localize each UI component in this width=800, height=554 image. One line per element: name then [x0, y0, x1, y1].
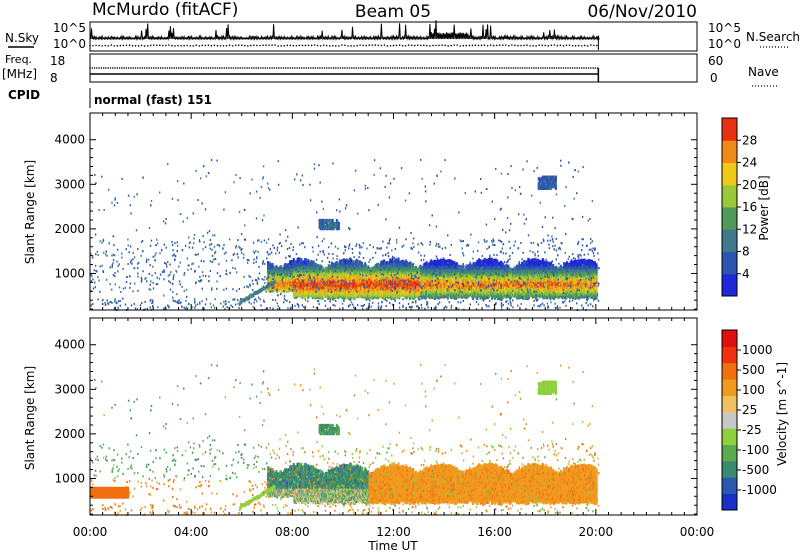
heatmap-cell — [391, 257, 394, 262]
heatmap-cell — [386, 261, 389, 266]
heatmap-cell — [409, 261, 412, 266]
cpid-value: normal (fast) 151 — [94, 93, 212, 107]
power-heatmap — [90, 158, 600, 312]
heatmap-cell — [292, 258, 295, 263]
nave-label: Nave — [748, 65, 779, 79]
heatmap-cell — [405, 294, 408, 300]
heatmap-cell — [312, 260, 315, 265]
beam-title: Beam 05 — [355, 2, 431, 22]
nsky-tick-bottom: 10^0 — [53, 37, 86, 51]
heatmap-cell — [459, 265, 462, 270]
heatmap-cell — [415, 265, 417, 271]
heatmap-cell — [449, 259, 452, 264]
freq-label: Freq. — [5, 53, 32, 66]
heatmap-cell — [443, 258, 446, 263]
freq-tick-bottom: 8 — [50, 71, 58, 85]
heatmap-cell — [361, 262, 364, 267]
heatmap-cell — [412, 263, 414, 269]
heatmap-cell — [358, 260, 361, 265]
heatmap-cell — [397, 257, 400, 262]
nsky-label: N.Sky — [5, 31, 39, 45]
heatmap-cell — [389, 258, 392, 264]
heatmap-cell — [368, 267, 371, 272]
date-title: 06/Nov/2010 — [587, 2, 697, 22]
heatmap-cell — [364, 264, 367, 269]
heatmap-cell — [430, 259, 433, 264]
nsearch-tick-bottom: 10^0 — [708, 37, 741, 51]
nave-tick-top: 60 — [708, 54, 723, 68]
heatmap-cell — [456, 262, 458, 267]
station-title: McMurdo (fitACF) — [92, 0, 238, 20]
heatmap-cell — [462, 266, 464, 271]
heatmap-cell — [405, 260, 408, 266]
heatmap-cell — [453, 261, 456, 266]
nsky-trace — [89, 20, 600, 50]
freq-tick-top: 18 — [50, 54, 65, 68]
heatmap-cell — [362, 265, 365, 270]
nsearch-label: N.Search — [746, 30, 800, 44]
heatmap-cell — [425, 261, 428, 266]
freq-unit: [MHz] — [2, 67, 37, 81]
heatmap-cell — [305, 258, 307, 263]
heatmap-cell — [450, 259, 453, 265]
freq-panel: Freq. [MHz] 18 8 60 0 Nave — [2, 53, 779, 87]
heatmap-cell — [296, 257, 299, 263]
heatmap-cell — [300, 258, 303, 263]
heatmap-cell — [275, 265, 278, 270]
nave-tick-bottom: 0 — [710, 71, 718, 85]
heatmap-cell — [383, 259, 386, 264]
nsky-tick-top: 10^5 — [53, 21, 86, 35]
freq-trace — [89, 67, 600, 82]
nsearch-tick-top: 10^5 — [708, 21, 741, 35]
cpid-label: CPID — [8, 88, 40, 102]
heatmap-cell — [350, 259, 353, 264]
nsky-panel: N.Sky 10^5 10^0 10^5 10^0 N.Search — [5, 20, 800, 52]
